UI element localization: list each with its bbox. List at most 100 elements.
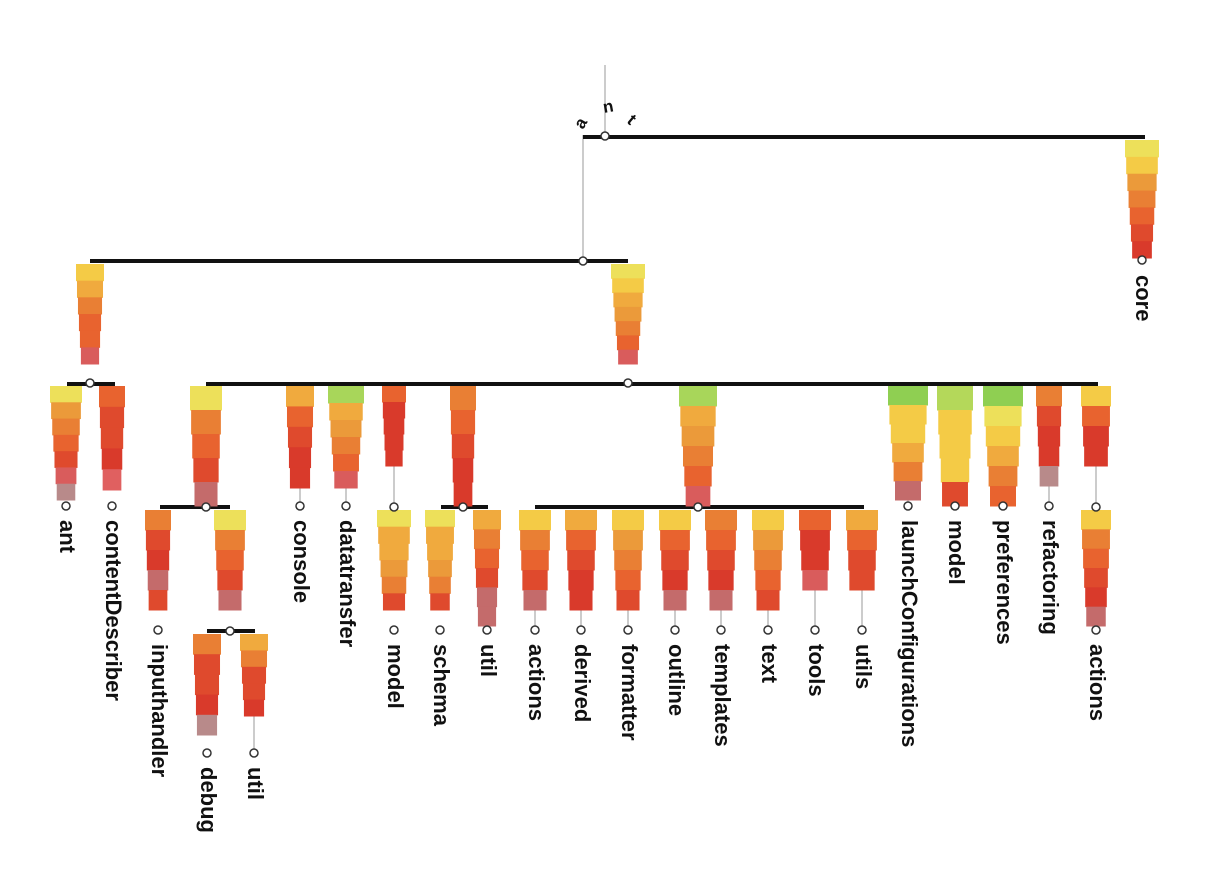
util-1-glyph-segment-3: [242, 683, 266, 701]
contentdescriber-glyph-segment-4: [102, 469, 122, 491]
text-glyph-segment-1: [753, 530, 783, 551]
editor-c-glyph-segment-3: [384, 434, 404, 451]
core-glyph: [1125, 140, 1159, 259]
templates-glyph-segment-3: [708, 570, 734, 591]
editor-d-glyph-segment-2: [451, 434, 475, 459]
editor-c-glyph-segment-0: [382, 386, 406, 403]
ui-left-glyph-segment-0: [76, 264, 104, 282]
contentdescriber-dot: [107, 501, 117, 511]
util-2-glyph-segment-1: [473, 529, 501, 550]
ant-glyph: [50, 386, 82, 501]
contentdescriber-glyph-segment-3: [101, 448, 123, 470]
utils-glyph-segment-1: [847, 530, 877, 551]
editor-glyph-segment-1: [612, 278, 644, 294]
editor-glyph-segment-4: [615, 321, 641, 336]
debug-label: debug: [196, 767, 221, 833]
templates-glyph-segment-1: [706, 530, 736, 551]
core-glyph-segment-2: [1127, 173, 1157, 192]
schema-glyph-segment-5: [430, 593, 450, 611]
schema-glyph-segment-2: [427, 543, 453, 561]
editor-e-glyph-segment-1: [680, 406, 716, 427]
datatransfer-glyph-segment-1: [329, 403, 363, 421]
root-letter-0: a: [570, 114, 591, 132]
root-node-dot: [600, 131, 610, 141]
inputhandler-glyph-segment-0: [145, 510, 171, 531]
actions-1-glyph-segment-2: [521, 550, 549, 571]
derived-glyph-segment-4: [569, 590, 593, 611]
schema-label: schema: [429, 644, 454, 727]
util-2-glyph-segment-5: [477, 606, 497, 627]
model-2-glyph-segment-0: [937, 386, 973, 411]
outline-glyph: [659, 510, 691, 611]
text-label: text: [757, 644, 782, 684]
model-2-glyph-segment-2: [939, 434, 971, 459]
util-1-label: util: [243, 767, 268, 800]
model-2-glyph-segment-1: [938, 410, 972, 435]
editor-node-dot: [623, 378, 633, 388]
actions-2-glyph-segment-3: [1084, 568, 1108, 588]
debug-glyph-segment-1: [193, 654, 221, 675]
utils-glyph-segment-2: [848, 550, 876, 571]
tools-dot: [810, 625, 820, 635]
core-glyph-segment-5: [1130, 224, 1154, 242]
preferences-glyph-segment-1: [984, 406, 1022, 427]
util-2-glyph-segment-0: [473, 510, 501, 530]
editor-f-glyph: [1081, 386, 1111, 467]
formatter-label: formatter: [617, 644, 642, 741]
util-2-glyph-segment-3: [475, 568, 499, 588]
editor-a-b-glyph-segment-2: [216, 550, 244, 571]
core-label: core: [1131, 275, 1156, 321]
launchconfigurations-label: launchConfigurations: [897, 520, 922, 747]
model-1-glyph: [377, 510, 411, 611]
core-glyph-segment-6: [1132, 241, 1152, 259]
preferences-label: preferences: [992, 520, 1017, 645]
preferences-dot: [998, 501, 1008, 511]
launchconfigurations-glyph-segment-3: [892, 443, 924, 463]
text-glyph-segment-2: [754, 550, 782, 571]
text-glyph-segment-3: [755, 570, 781, 591]
editor-f-glyph-segment-1: [1082, 406, 1110, 427]
util-2-glyph: [473, 510, 501, 627]
tools-glyph-segment-0: [799, 510, 831, 531]
actions-2-glyph-segment-5: [1086, 606, 1106, 627]
editor-a-b-node-dot: [225, 626, 235, 636]
formatter-glyph-segment-4: [616, 590, 640, 611]
editor-a-b-glyph-segment-1: [215, 530, 245, 551]
datatransfer-glyph-segment-4: [333, 454, 359, 472]
derived-glyph-segment-0: [565, 510, 597, 531]
actions-1-glyph-segment-1: [520, 530, 550, 551]
text-glyph-segment-0: [752, 510, 784, 531]
util-1-glyph-segment-0: [240, 634, 268, 651]
editor-e-node-dot: [693, 502, 703, 512]
launchconfigurations-glyph-segment-4: [893, 462, 923, 482]
schema-glyph-segment-0: [425, 510, 455, 528]
editor-glyph-segment-2: [613, 292, 643, 308]
editor-e-glyph-segment-5: [685, 486, 711, 507]
derived-glyph-segment-3: [568, 570, 594, 591]
editor-glyph: [611, 264, 645, 365]
tree-glyphs: [50, 140, 1159, 736]
datatransfer-glyph-segment-0: [328, 386, 364, 404]
console-glyph-segment-3: [288, 447, 312, 469]
tools-glyph-segment-2: [801, 550, 829, 571]
tools-glyph-segment-1: [800, 530, 830, 551]
editor-a-glyph-segment-2: [192, 434, 220, 459]
core-glyph-segment-3: [1128, 190, 1156, 208]
ant-label: ant: [55, 520, 80, 554]
util-2-glyph-segment-2: [474, 548, 500, 569]
utils-glyph-segment-3: [849, 570, 875, 591]
actions-1-dot: [530, 625, 540, 635]
preferences-glyph-segment-0: [983, 386, 1023, 407]
editor-c-glyph: [382, 386, 406, 467]
model-1-label: model: [383, 644, 408, 709]
model-1-glyph-segment-0: [377, 510, 411, 528]
schema-glyph-segment-1: [426, 526, 454, 544]
datatransfer-glyph-segment-5: [334, 471, 358, 489]
schema-dot: [435, 625, 445, 635]
ui-left-glyph-segment-3: [78, 314, 102, 332]
debug-glyph-segment-3: [195, 694, 219, 716]
ui-left-glyph-segment-2: [77, 297, 103, 315]
ant-glyph-segment-4: [54, 451, 78, 468]
editor-d-glyph-segment-3: [452, 458, 474, 483]
